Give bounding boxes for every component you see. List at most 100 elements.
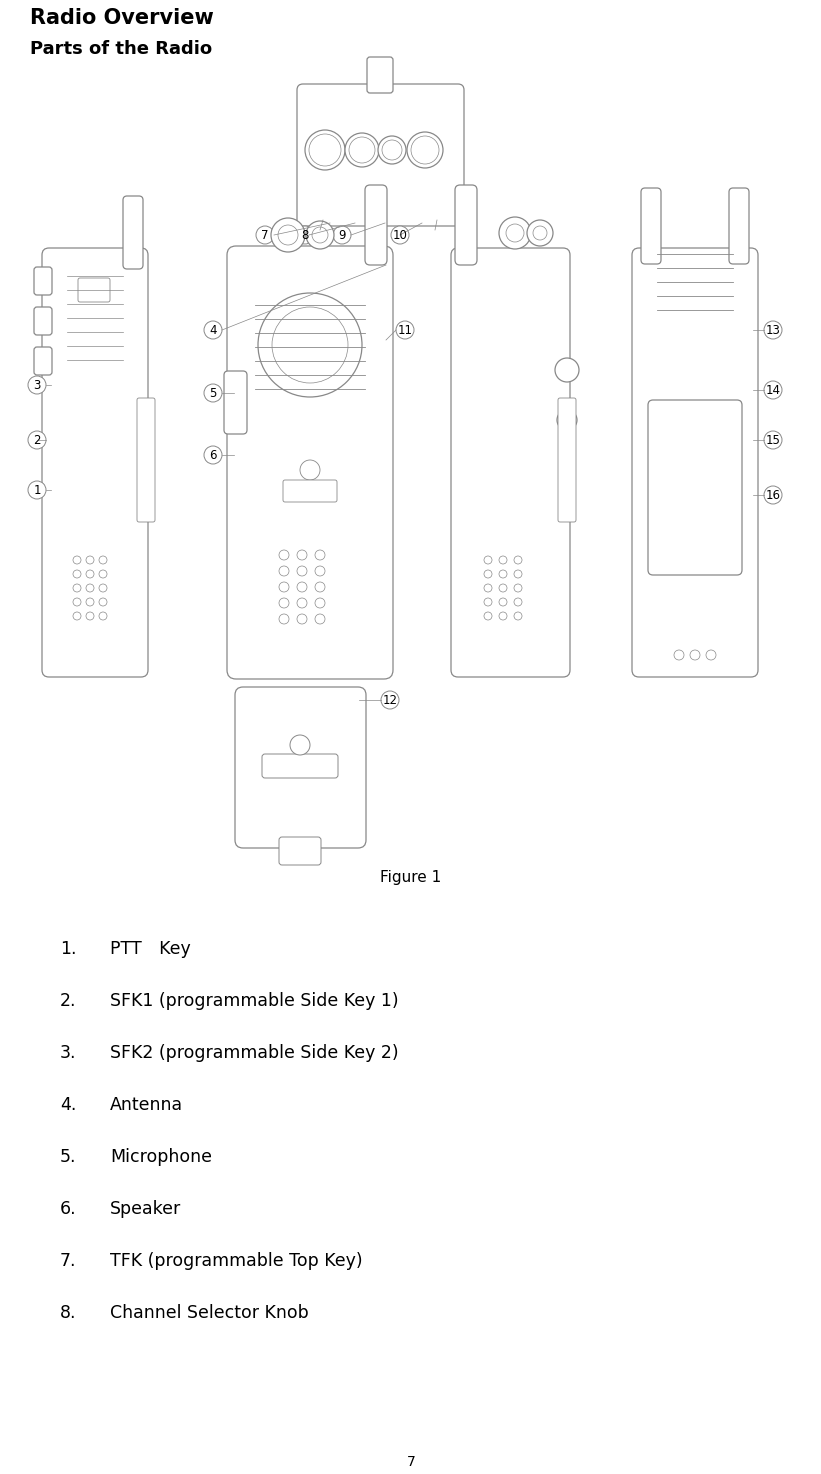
Text: 10: 10	[392, 228, 407, 242]
Circle shape	[499, 556, 507, 565]
Circle shape	[345, 133, 379, 167]
Text: 11: 11	[397, 323, 412, 336]
Circle shape	[86, 598, 94, 606]
Circle shape	[256, 226, 274, 245]
Circle shape	[305, 130, 345, 170]
Text: 7: 7	[406, 1455, 415, 1470]
Circle shape	[300, 460, 320, 481]
Text: Antenna: Antenna	[110, 1097, 183, 1114]
Text: Channel Selector Knob: Channel Selector Knob	[110, 1304, 309, 1322]
Circle shape	[381, 691, 399, 709]
Circle shape	[499, 584, 507, 593]
Text: 2: 2	[33, 433, 41, 447]
FancyBboxPatch shape	[297, 84, 464, 226]
FancyBboxPatch shape	[365, 186, 387, 265]
Circle shape	[499, 570, 507, 578]
Circle shape	[514, 556, 522, 565]
Circle shape	[315, 615, 325, 624]
FancyBboxPatch shape	[729, 189, 749, 264]
FancyBboxPatch shape	[34, 267, 52, 295]
Circle shape	[315, 598, 325, 607]
Text: 2.: 2.	[60, 992, 76, 1010]
Circle shape	[514, 612, 522, 621]
Circle shape	[514, 598, 522, 606]
FancyBboxPatch shape	[123, 196, 143, 268]
Text: 5.: 5.	[60, 1148, 76, 1166]
Circle shape	[99, 598, 107, 606]
Circle shape	[86, 556, 94, 565]
Circle shape	[349, 137, 375, 164]
Circle shape	[333, 226, 351, 245]
Circle shape	[499, 598, 507, 606]
Circle shape	[258, 293, 362, 397]
FancyBboxPatch shape	[455, 186, 477, 265]
Circle shape	[204, 447, 222, 464]
Circle shape	[86, 570, 94, 578]
Circle shape	[290, 736, 310, 755]
Circle shape	[484, 570, 492, 578]
Text: 3.: 3.	[60, 1044, 76, 1061]
FancyBboxPatch shape	[34, 307, 52, 335]
Circle shape	[73, 584, 81, 593]
Circle shape	[315, 582, 325, 593]
Circle shape	[86, 612, 94, 621]
Circle shape	[315, 550, 325, 560]
Circle shape	[28, 376, 46, 394]
FancyBboxPatch shape	[648, 399, 742, 575]
Text: Parts of the Radio: Parts of the Radio	[30, 40, 212, 57]
Circle shape	[382, 140, 402, 161]
Circle shape	[296, 226, 314, 245]
Circle shape	[73, 612, 81, 621]
Text: SFK1 (programmable Side Key 1): SFK1 (programmable Side Key 1)	[110, 992, 399, 1010]
FancyBboxPatch shape	[641, 189, 661, 264]
FancyBboxPatch shape	[227, 246, 393, 680]
Text: 1.: 1.	[60, 940, 76, 958]
Text: 15: 15	[765, 433, 781, 447]
Circle shape	[73, 598, 81, 606]
FancyBboxPatch shape	[34, 346, 52, 374]
FancyBboxPatch shape	[558, 398, 576, 522]
Text: 1: 1	[33, 483, 41, 497]
Circle shape	[557, 410, 577, 430]
Text: 7.: 7.	[60, 1251, 76, 1271]
Circle shape	[312, 227, 328, 243]
Circle shape	[514, 584, 522, 593]
Circle shape	[764, 380, 782, 399]
Circle shape	[272, 307, 348, 383]
Circle shape	[499, 612, 507, 621]
Text: Radio Overview: Radio Overview	[30, 7, 213, 28]
Circle shape	[279, 566, 289, 576]
Circle shape	[99, 612, 107, 621]
Circle shape	[706, 650, 716, 660]
FancyBboxPatch shape	[137, 398, 155, 522]
Circle shape	[86, 584, 94, 593]
Circle shape	[279, 582, 289, 593]
Text: 5: 5	[209, 386, 217, 399]
Circle shape	[204, 385, 222, 402]
FancyBboxPatch shape	[367, 57, 393, 93]
Circle shape	[73, 570, 81, 578]
Circle shape	[278, 226, 298, 245]
Circle shape	[391, 226, 409, 245]
Circle shape	[204, 321, 222, 339]
Text: 6.: 6.	[60, 1200, 76, 1218]
Circle shape	[99, 556, 107, 565]
Circle shape	[764, 430, 782, 450]
Circle shape	[506, 224, 524, 242]
Text: 3: 3	[34, 379, 41, 392]
FancyBboxPatch shape	[279, 837, 321, 865]
Circle shape	[407, 133, 443, 168]
Circle shape	[396, 321, 414, 339]
Circle shape	[484, 584, 492, 593]
Text: 6: 6	[209, 448, 217, 461]
Text: Speaker: Speaker	[110, 1200, 181, 1218]
Circle shape	[297, 598, 307, 607]
Text: 4: 4	[209, 323, 217, 336]
Circle shape	[279, 615, 289, 624]
Text: 7: 7	[261, 228, 268, 242]
Text: PTT Key: PTT Key	[110, 940, 190, 958]
Circle shape	[297, 566, 307, 576]
FancyBboxPatch shape	[235, 687, 366, 848]
Circle shape	[315, 566, 325, 576]
Circle shape	[99, 570, 107, 578]
